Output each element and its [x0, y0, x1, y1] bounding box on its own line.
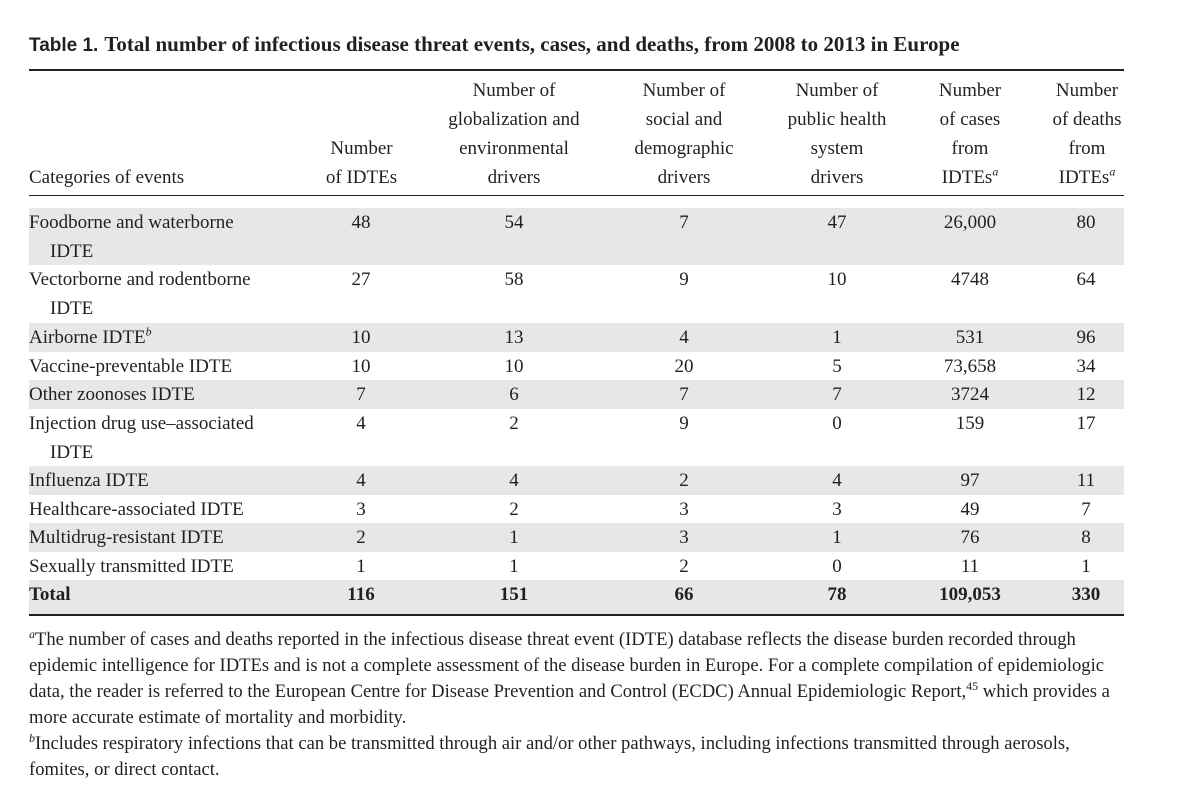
bottom-rule [29, 614, 1124, 616]
table-row: Healthcare-associated IDTE 3 2 3 3 49 7 [29, 499, 1091, 520]
table-row: Injection drug use–associated IDTE 4 2 9 … [29, 413, 1096, 463]
header-cases: Number of cases from IDTEsa [938, 80, 1002, 188]
header-idtes: Number of IDTEs [325, 138, 398, 188]
table-row: Foodborne and waterborne IDTE 48 54 7 47 … [29, 208, 1124, 265]
header-social: Number of social and demographic drivers [634, 80, 734, 188]
header-globalization: Number of globalization and environmenta… [448, 80, 580, 188]
table-row: Influenza IDTE 4 4 2 4 97 11 [29, 466, 1124, 495]
table-row: Vaccine-preventable IDTE 10 10 20 5 73,6… [29, 356, 1096, 377]
header-rule [29, 195, 1124, 196]
table-row: Vectorborne and rodentborne IDTE 27 58 9 … [29, 269, 1096, 319]
header-public-health: Number of public health system drivers [787, 80, 887, 188]
table-row: Other zoonoses IDTE 7 6 7 7 3724 12 [29, 380, 1124, 409]
footnote-a: aThe number of cases and deaths reported… [29, 626, 1110, 728]
header-category: Categories of events [29, 167, 185, 188]
total-row: Total 116 151 66 78 109,053 330 [29, 580, 1124, 614]
footnote-b: bIncludes respiratory infections that ca… [29, 730, 1070, 780]
header-deaths: Number of deaths from IDTEsa [1052, 80, 1122, 188]
footnotes: aThe number of cases and deaths reported… [29, 627, 1129, 783]
top-rule [29, 69, 1124, 71]
table-row: Multidrug-resistant IDTE 2 1 3 1 76 8 [29, 523, 1124, 552]
table-label: Table 1. [29, 35, 99, 56]
table-row: Airborne IDTEb 10 13 4 1 531 96 [29, 323, 1124, 352]
table-caption: Table 1. Total number of infectious disea… [29, 32, 960, 57]
table-title: Total number of infectious disease threa… [104, 32, 960, 56]
table-row: Sexually transmitted IDTE 1 1 2 0 11 1 [29, 556, 1091, 577]
